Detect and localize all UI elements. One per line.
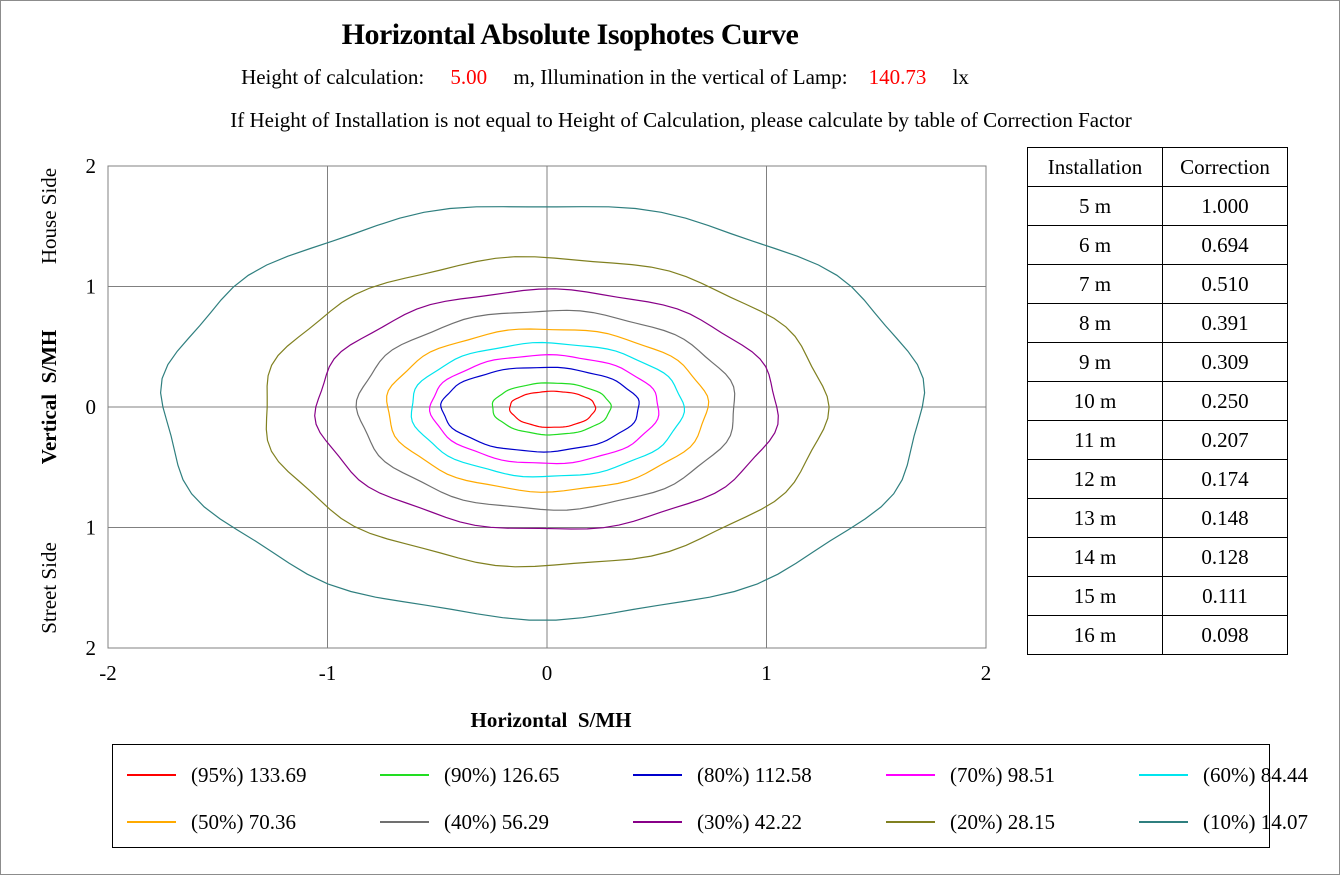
installation-cell: 16 m	[1027, 615, 1163, 655]
chart-note: If Height of Installation is not equal t…	[230, 108, 1132, 132]
y-tick-label: 2	[86, 154, 97, 178]
x-tick-label: 2	[981, 661, 992, 685]
installation-cell: 5 m	[1027, 186, 1163, 226]
table-row: 11 m 0.207	[1027, 420, 1288, 460]
installation-cell: 13 m	[1027, 498, 1163, 538]
calc-height-value: 5.00	[450, 65, 488, 89]
isophote-curve-10pct	[159, 206, 926, 621]
isophote-curve-95pct	[509, 390, 597, 429]
legend-swatch	[633, 821, 682, 823]
illumination-value: 140.73	[868, 65, 927, 89]
legend-swatch	[380, 774, 429, 776]
y-tick-label: 1	[86, 516, 97, 540]
table-row: 14 m 0.128	[1027, 537, 1288, 577]
x-tick-labels: -2 -1 0 1 2	[99, 661, 991, 685]
x-axis-label: Horizontal S/MH	[471, 708, 632, 732]
table-header-row: Installation Correction	[1027, 147, 1288, 187]
street-side-label: Street Side	[37, 542, 61, 634]
isophote-curve-90pct	[491, 382, 612, 436]
installation-cell: 9 m	[1027, 342, 1163, 382]
y-tick-label: 2	[86, 636, 97, 660]
chart-subtitle: Height of calculation: 5.00 m, Illuminat…	[0, 65, 1210, 90]
x-tick-label: 1	[761, 661, 772, 685]
y-tick-label: 0	[86, 395, 97, 419]
table-row: 7 m 0.510	[1027, 264, 1288, 304]
installation-cell: Installation	[1027, 147, 1163, 187]
correction-cell: 0.148	[1162, 498, 1288, 538]
correction-cell: 0.174	[1162, 459, 1288, 499]
installation-cell: 14 m	[1027, 537, 1163, 577]
correction-cell: 0.309	[1162, 342, 1288, 382]
isophote-curve-40pct	[355, 309, 736, 511]
correction-cell: 0.207	[1162, 420, 1288, 460]
installation-cell: 15 m	[1027, 576, 1163, 616]
correction-cell: 0.128	[1162, 537, 1288, 577]
installation-cell: 10 m	[1027, 381, 1163, 421]
isophote-curve-20pct	[265, 256, 830, 568]
installation-cell: 11 m	[1027, 420, 1163, 460]
legend-label: (30%) 42.22	[697, 810, 802, 834]
x-tick-label: -1	[319, 661, 337, 685]
table-row: 6 m 0.694	[1027, 225, 1288, 265]
legend-swatch	[886, 821, 935, 823]
legend-swatch	[380, 821, 429, 823]
x-tick-label: -2	[99, 661, 117, 685]
isophote-curve-60pct	[410, 341, 685, 478]
table-row: 10 m 0.250	[1027, 381, 1288, 421]
table-row: 5 m 1.000	[1027, 186, 1288, 226]
isophote-curve-30pct	[314, 288, 779, 530]
calc-height-unit: m, Illumination in the vertical of Lamp:	[513, 65, 848, 89]
correction-cell: 0.250	[1162, 381, 1288, 421]
table-row: 8 m 0.391	[1027, 303, 1288, 343]
legend-label: (95%) 133.69	[191, 763, 307, 787]
legend-label: (40%) 56.29	[444, 810, 549, 834]
legend-swatch	[127, 821, 176, 823]
legend-swatch	[886, 774, 935, 776]
y-tick-label: 1	[86, 275, 97, 299]
table-row: 13 m 0.148	[1027, 498, 1288, 538]
y-tick-labels: 2 1 0 1 2	[86, 154, 97, 660]
correction-cell: 0.098	[1162, 615, 1288, 655]
correction-cell: 1.000	[1162, 186, 1288, 226]
isophote-curve-50pct	[386, 328, 710, 493]
x-tick-label: 0	[542, 661, 553, 685]
chart-title: Horizontal Absolute Isophotes Curve	[341, 18, 799, 51]
illumination-unit: lx	[952, 65, 969, 89]
correction-factor-table: Installation Correction 5 m 1.000 6 m 0.694 7 …	[1027, 147, 1288, 655]
calc-height-label: Height of calculation:	[241, 65, 425, 89]
y-axis-label: Vertical S/MH	[37, 330, 61, 465]
correction-cell: 0.111	[1162, 576, 1288, 616]
legend-swatch	[633, 774, 682, 776]
installation-cell: 8 m	[1027, 303, 1163, 343]
legend-label: (50%) 70.36	[191, 810, 296, 834]
legend-label: (20%) 28.15	[950, 810, 1055, 834]
table-row: 9 m 0.309	[1027, 342, 1288, 382]
installation-cell: 12 m	[1027, 459, 1163, 499]
legend-swatch	[1139, 774, 1188, 776]
legend: (95%) 133.69 (90%) 126.65 (80%) 112.58 (70%…	[112, 744, 1308, 848]
legend-label: (10%) 14.07	[1203, 810, 1308, 834]
legend-swatch	[127, 774, 176, 776]
isophote-curves	[159, 206, 926, 621]
legend-label: (70%) 98.51	[950, 763, 1055, 787]
table-row: 16 m 0.098	[1027, 615, 1288, 655]
legend-label: (80%) 112.58	[697, 763, 812, 787]
isophote-curve-80pct	[440, 366, 640, 453]
legend-label: (60%) 84.44	[1203, 763, 1308, 787]
installation-cell: 7 m	[1027, 264, 1163, 304]
installation-cell: 6 m	[1027, 225, 1163, 265]
correction-cell: 0.510	[1162, 264, 1288, 304]
isophote-curve-70pct	[428, 353, 660, 465]
correction-cell: 0.694	[1162, 225, 1288, 265]
house-side-label: House Side	[37, 168, 61, 264]
grid-lines	[108, 166, 986, 648]
legend-swatch	[1139, 821, 1188, 823]
table-row: 12 m 0.174	[1027, 459, 1288, 499]
table-row: 15 m 0.111	[1027, 576, 1288, 616]
legend-label: (90%) 126.65	[444, 763, 560, 787]
correction-cell: 0.391	[1162, 303, 1288, 343]
correction-cell: Correction	[1162, 147, 1288, 187]
